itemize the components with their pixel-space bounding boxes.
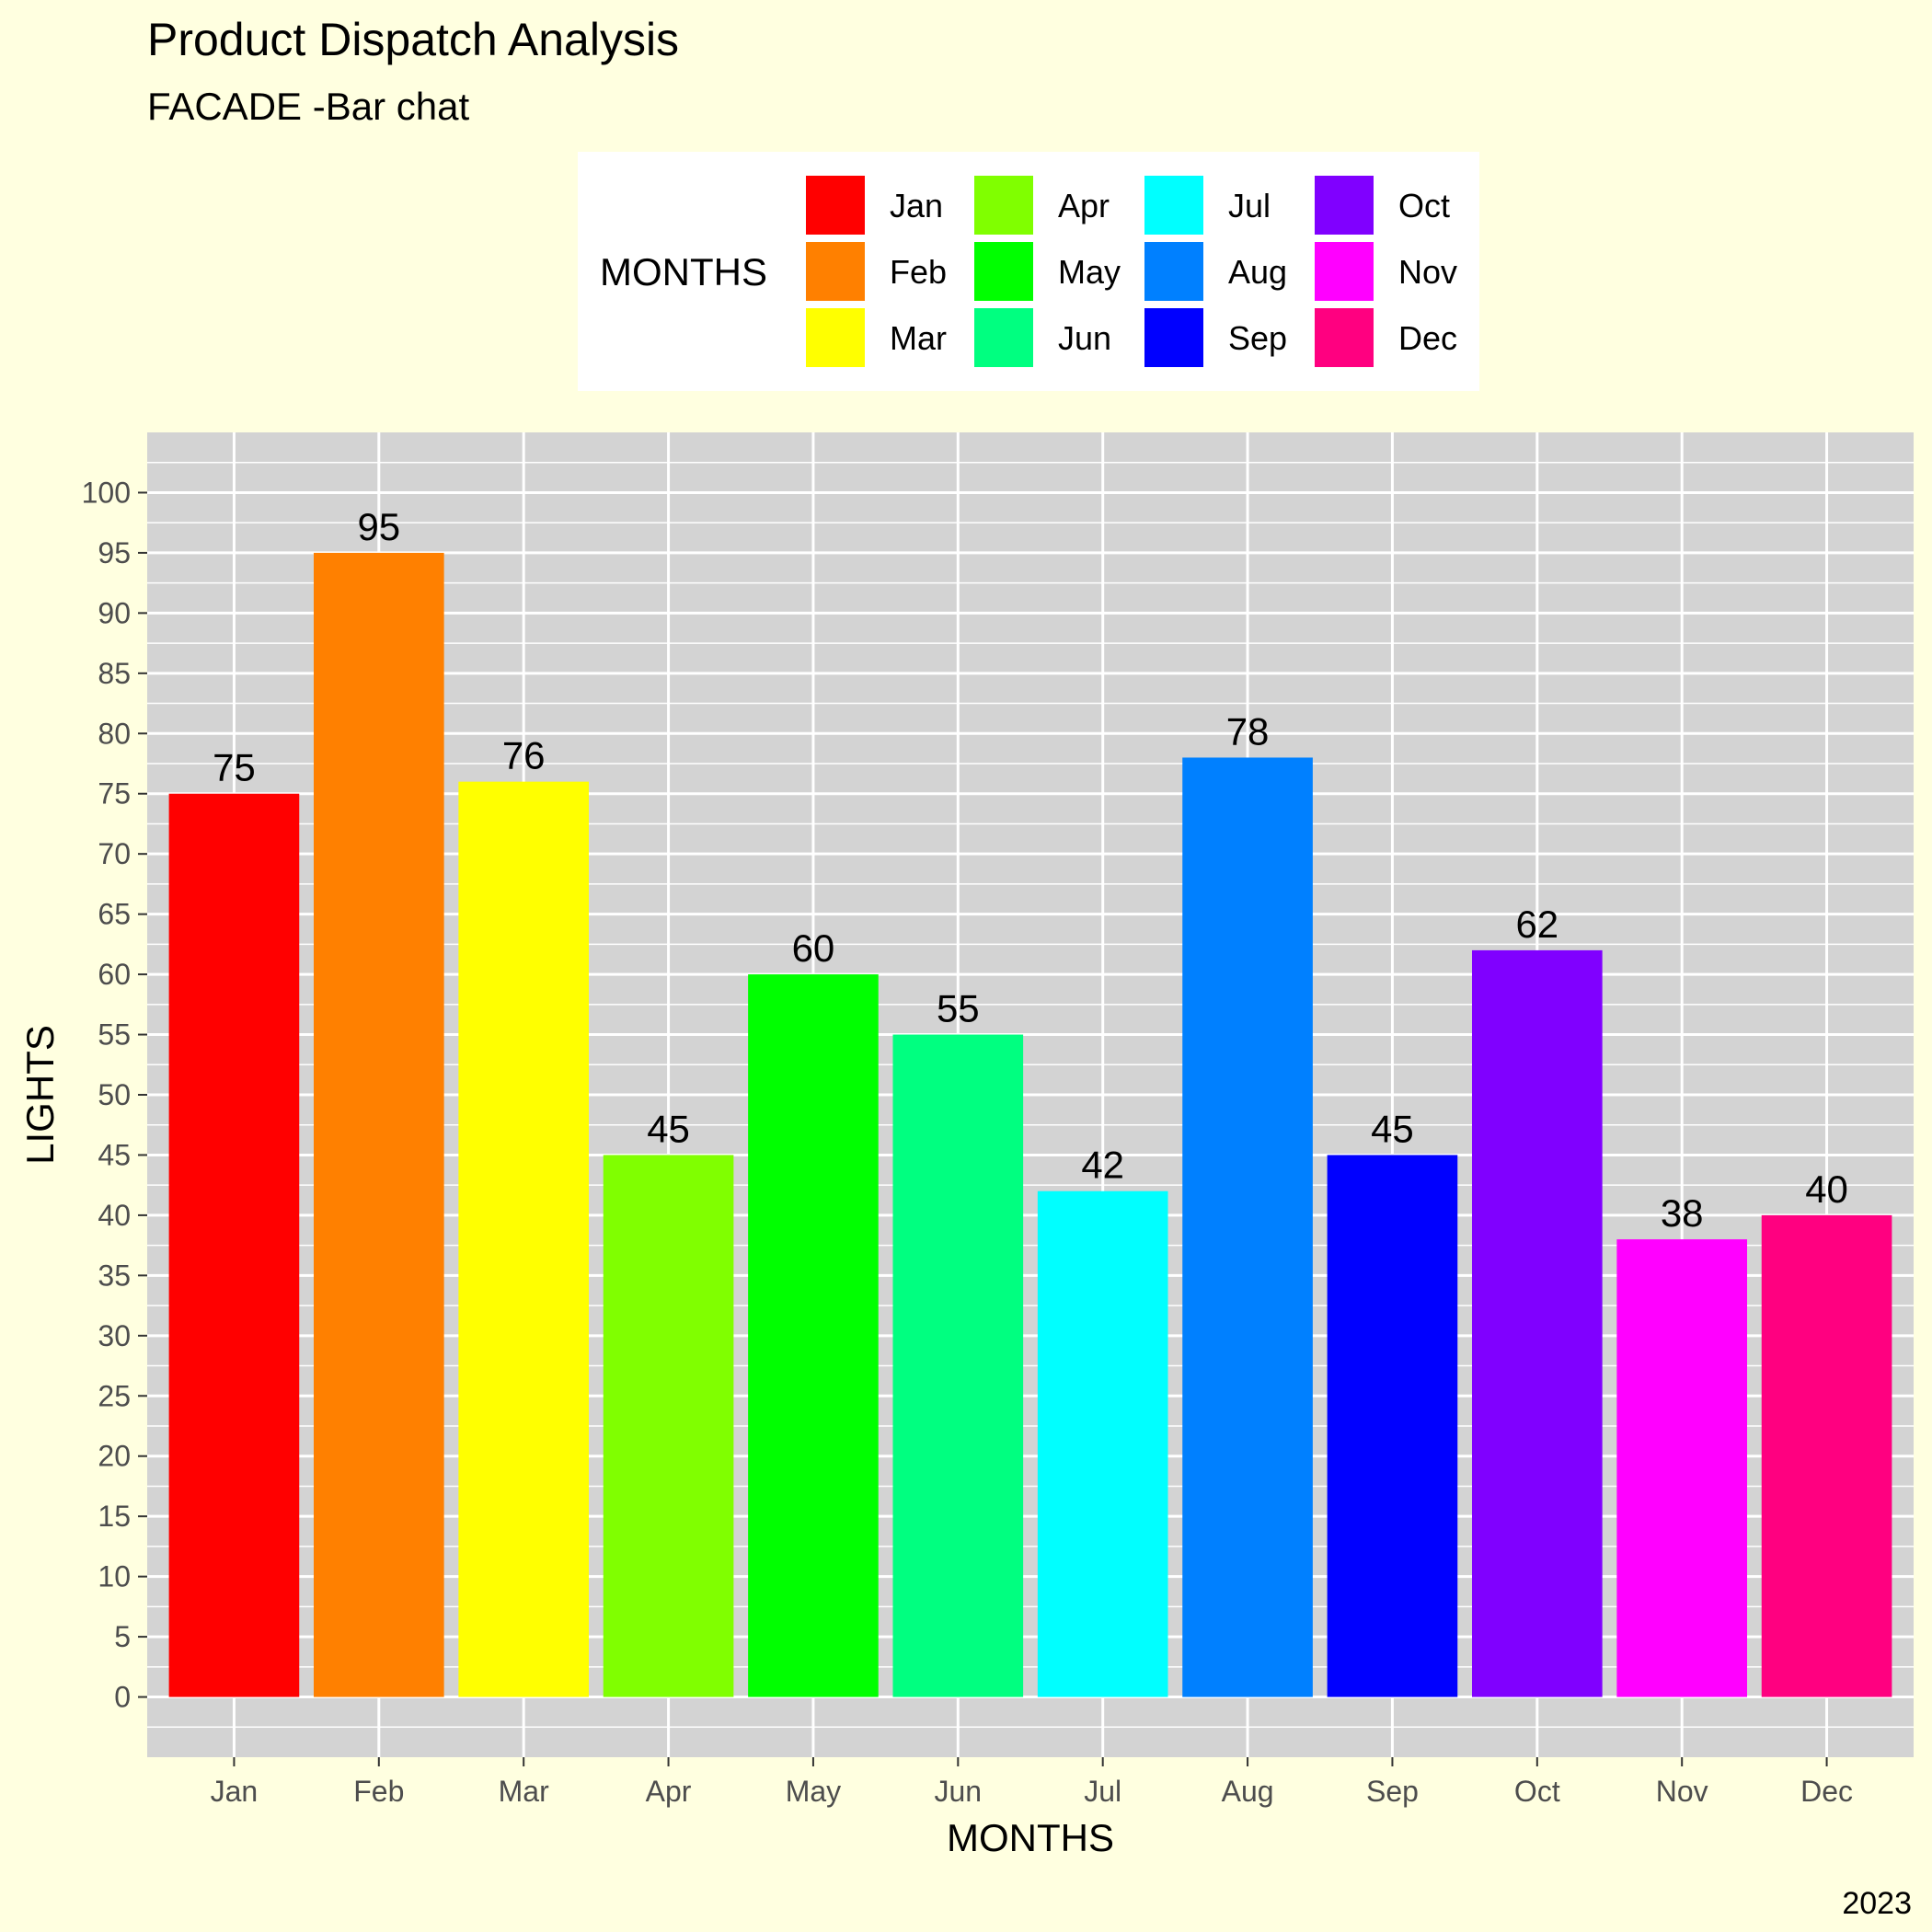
legend-label-oct: Oct [1398, 187, 1450, 224]
chart-subtitle: FACADE -Bar chat [147, 85, 469, 128]
bar-may [748, 974, 879, 1697]
data-label-mar: 76 [502, 734, 546, 777]
y-tick-label: 50 [98, 1078, 131, 1111]
y-tick-label: 55 [98, 1018, 131, 1052]
data-label-jun: 55 [937, 987, 980, 1030]
data-labels: 75 95 76 45 60 55 42 78 45 62 38 40 [213, 505, 1848, 1235]
bar-nov [1616, 1239, 1748, 1697]
legend-key-dec [1313, 306, 1375, 369]
legend-label-jul: Jul [1228, 187, 1271, 224]
y-tick-label: 70 [98, 837, 131, 870]
y-tick-label: 5 [114, 1620, 131, 1653]
y-tick-label: 45 [98, 1138, 131, 1171]
x-tick-label-aug: Aug [1222, 1775, 1274, 1808]
chart-caption: 2023 [1842, 1886, 1912, 1921]
y-tick-label: 75 [98, 777, 131, 811]
x-tick-label-jan: Jan [211, 1775, 259, 1808]
legend-key-nov [1313, 240, 1375, 303]
legend-label-sep: Sep [1228, 319, 1287, 357]
y-tick-label: 90 [98, 596, 131, 629]
x-axis-title: MONTHS [947, 1816, 1114, 1859]
legend-label-jan: Jan [890, 187, 943, 224]
data-label-oct: 62 [1515, 903, 1558, 946]
y-tick-label: 40 [98, 1199, 131, 1232]
x-tick-label-may: May [786, 1775, 841, 1808]
y-tick-label: 10 [98, 1560, 131, 1593]
y-tick-label: 25 [98, 1379, 131, 1412]
bar-aug [1182, 757, 1313, 1697]
data-label-jan: 75 [213, 746, 256, 789]
bar-sep [1327, 1155, 1458, 1697]
chart-title: Product Dispatch Analysis [147, 14, 679, 65]
bar-dec [1761, 1214, 1892, 1697]
legend-label-dec: Dec [1398, 319, 1457, 357]
bar-jul [1037, 1190, 1168, 1697]
y-axis-title: LIGHTS [18, 1025, 62, 1165]
data-label-dec: 40 [1805, 1167, 1848, 1211]
y-tick-label: 30 [98, 1319, 131, 1352]
x-tick-label-dec: Dec [1800, 1775, 1853, 1808]
data-label-sep: 45 [1371, 1107, 1414, 1150]
legend: MONTHS Jan Feb Mar Apr May Jun Jul Aug Sep Oct Nov… [578, 152, 1479, 391]
y-tick-label: 95 [98, 536, 131, 569]
y-tick-label: 100 [82, 476, 131, 509]
y-axis: 0 5 10 15 20 25 30 35 40 45 50 55 60 65 70 75 80 85 90 95 10… [82, 476, 147, 1714]
x-tick-label-apr: Apr [646, 1775, 692, 1808]
bars [168, 552, 1892, 1697]
x-tick-label-jun: Jun [935, 1775, 983, 1808]
y-tick-label: 20 [98, 1440, 131, 1473]
data-label-feb: 95 [357, 505, 400, 548]
y-tick-label: 35 [98, 1259, 131, 1292]
legend-key-sep [1143, 306, 1205, 369]
data-label-aug: 78 [1226, 709, 1270, 753]
bar-jan [168, 793, 300, 1697]
bar-mar [458, 781, 589, 1697]
legend-label-apr: Apr [1058, 187, 1110, 224]
x-tick-label-sep: Sep [1366, 1775, 1419, 1808]
y-tick-label: 80 [98, 717, 131, 750]
x-tick-label-nov: Nov [1656, 1775, 1708, 1808]
legend-key-apr [972, 174, 1035, 236]
x-axis: Jan Feb Mar Apr May Jun Jul Aug Sep Oct Nov Dec [211, 1757, 1853, 1808]
y-tick-label: 15 [98, 1500, 131, 1533]
y-tick-label: 0 [114, 1681, 131, 1714]
bar-apr [603, 1155, 734, 1697]
legend-key-feb [804, 240, 867, 303]
legend-key-oct [1313, 174, 1375, 236]
legend-key-jul [1143, 174, 1205, 236]
x-tick-label-oct: Oct [1514, 1775, 1560, 1808]
bar-jun [892, 1034, 1024, 1697]
y-tick-label: 65 [98, 898, 131, 931]
data-label-apr: 45 [647, 1107, 690, 1150]
legend-key-jun [972, 306, 1035, 369]
data-label-nov: 38 [1661, 1191, 1704, 1235]
x-tick-label-mar: Mar [499, 1775, 549, 1808]
legend-label-jun: Jun [1058, 319, 1111, 357]
data-label-jul: 42 [1081, 1144, 1124, 1187]
bar-feb [313, 552, 444, 1697]
x-tick-label-jul: Jul [1084, 1775, 1121, 1808]
legend-key-jan [804, 174, 867, 236]
legend-key-may [972, 240, 1035, 303]
legend-key-aug [1143, 240, 1205, 303]
y-tick-label: 60 [98, 958, 131, 991]
data-label-may: 60 [792, 926, 835, 970]
legend-label-aug: Aug [1228, 253, 1287, 291]
x-tick-label-feb: Feb [353, 1775, 404, 1808]
bar-oct [1472, 949, 1603, 1697]
legend-key-mar [804, 306, 867, 369]
legend-title: MONTHS [600, 250, 767, 293]
legend-label-mar: Mar [890, 319, 947, 357]
legend-label-nov: Nov [1398, 253, 1457, 291]
legend-label-feb: Feb [890, 253, 947, 291]
legend-label-may: May [1058, 253, 1121, 291]
y-tick-label: 85 [98, 657, 131, 690]
